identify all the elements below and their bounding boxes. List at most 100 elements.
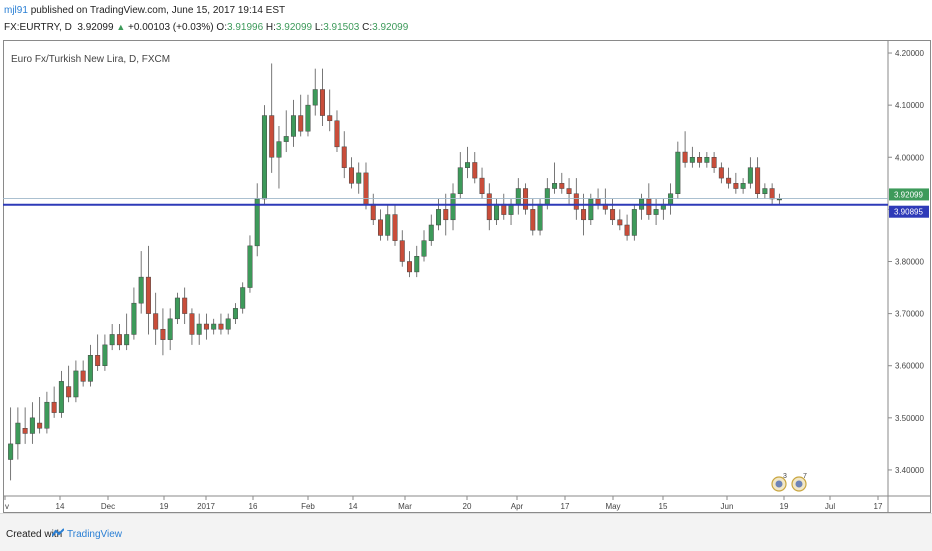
candle-body <box>8 443 14 460</box>
candle-body <box>232 308 238 320</box>
candle-body <box>283 136 289 142</box>
candle-body <box>327 115 333 122</box>
event-badge-2-label: 7 <box>803 473 807 480</box>
candle-body <box>87 355 93 382</box>
candle-body <box>726 177 732 184</box>
candle-body <box>588 198 594 221</box>
candle-body <box>305 104 311 132</box>
candle-body <box>407 261 413 273</box>
candle-body <box>436 209 442 226</box>
x-tick-label: Apr <box>511 502 524 511</box>
candle-body <box>776 198 782 201</box>
last-price: 3.92099 <box>77 22 114 33</box>
candle-body <box>581 209 587 221</box>
candle-body <box>254 198 260 247</box>
candle-body <box>428 224 434 241</box>
support-line-group[interactable]: 3.90895 <box>3 203 929 218</box>
candle-body <box>450 193 456 221</box>
candle-body <box>363 172 369 205</box>
candle-body <box>240 287 246 309</box>
publish-info: mjl91 published on TradingView.com, June… <box>4 5 285 16</box>
candle-body <box>334 120 340 148</box>
candle-body <box>399 240 405 262</box>
x-tick-label: 15 <box>659 502 668 511</box>
candle-body <box>523 188 529 210</box>
candle-body <box>675 151 681 194</box>
candle-body <box>472 162 478 179</box>
candle-body <box>508 203 514 215</box>
ohlc-readout: FX:EURTRY, D 3.92099 ▲ +0.00103 (+0.03%)… <box>4 22 408 33</box>
candle-body <box>131 302 137 335</box>
candle-body <box>22 428 28 434</box>
x-tick-label: 16 <box>249 502 258 511</box>
candle-body <box>762 188 768 194</box>
footer-bar: Created with TradingView <box>0 513 932 551</box>
x-tick-label: 20 <box>463 502 472 511</box>
candle-body <box>356 172 362 184</box>
y-tick-label: 4.10000 <box>895 101 924 110</box>
x-tick-label: 14 <box>56 502 65 511</box>
chart-title: Euro Fx/Turkish New Lira, D, FXCM <box>11 54 170 65</box>
candle-body <box>261 115 267 200</box>
close-label: C: <box>362 22 373 33</box>
candle-body <box>704 157 710 163</box>
candle-body <box>733 183 739 189</box>
candle-body <box>501 203 507 215</box>
y-tick-label: 4.00000 <box>895 153 924 162</box>
x-axis: v 14 Dec 19 2017 16 Feb 14 Mar 20 Apr 17 May 15 Jun 19 J… <box>4 496 883 511</box>
support-line-tag <box>889 205 929 218</box>
candle-body <box>290 115 296 137</box>
candle-body <box>124 334 130 346</box>
candle-body <box>617 219 623 226</box>
candle-body <box>624 224 630 236</box>
tradingview-brand-link[interactable]: TradingView <box>67 529 123 540</box>
y-tick-label: 4.20000 <box>895 49 924 58</box>
candle-body <box>211 323 217 330</box>
candle-body <box>109 334 115 346</box>
candle-body <box>769 188 775 200</box>
candle-body <box>73 370 79 398</box>
high-value: 3.92099 <box>275 22 313 33</box>
low-label: L: <box>314 22 324 33</box>
candle-body <box>689 157 695 163</box>
candle-body <box>711 157 717 168</box>
candle-body <box>182 297 188 314</box>
candle-body <box>298 115 304 132</box>
created-with-text: Created with <box>6 529 63 540</box>
candle-body <box>247 245 253 288</box>
published-text: published on TradingView.com, June 15, 2… <box>30 5 286 16</box>
candle-body <box>269 115 275 158</box>
candle-body <box>631 209 637 236</box>
x-tick-label: 17 <box>874 502 883 511</box>
candle-body <box>138 276 144 304</box>
candle-body <box>319 89 325 116</box>
candle-body <box>196 323 202 335</box>
candle-body <box>276 141 282 158</box>
candle-body <box>755 167 761 194</box>
candle-body <box>479 177 485 194</box>
candle-body <box>102 344 108 366</box>
x-tick-label: 19 <box>780 502 789 511</box>
candle-body <box>559 183 565 189</box>
candle-body <box>153 313 159 330</box>
candle-body <box>740 183 746 189</box>
candle-body <box>646 198 652 215</box>
candlestick-chart[interactable]: Euro Fx/Turkish New Lira, D, FXCM 3.4000… <box>3 40 931 513</box>
candles-group <box>8 63 782 481</box>
event-badge-1-dot <box>775 480 783 488</box>
username-link[interactable]: mjl91 <box>4 5 28 16</box>
chart-frame[interactable]: Euro Fx/Turkish New Lira, D, FXCM 3.4000… <box>3 40 931 513</box>
candle-body <box>421 240 427 257</box>
candle-body <box>348 167 354 184</box>
candle-body <box>595 198 601 205</box>
x-tick-label: Mar <box>398 502 412 511</box>
candle-body <box>29 417 35 434</box>
candle-body <box>218 323 224 330</box>
y-tick-label: 3.40000 <box>895 466 924 475</box>
candle-body <box>668 193 674 205</box>
last-price-group: 3.92099 <box>3 188 929 201</box>
open-label: O: <box>216 22 227 33</box>
candle-body <box>189 313 195 335</box>
candle-body <box>160 328 166 340</box>
